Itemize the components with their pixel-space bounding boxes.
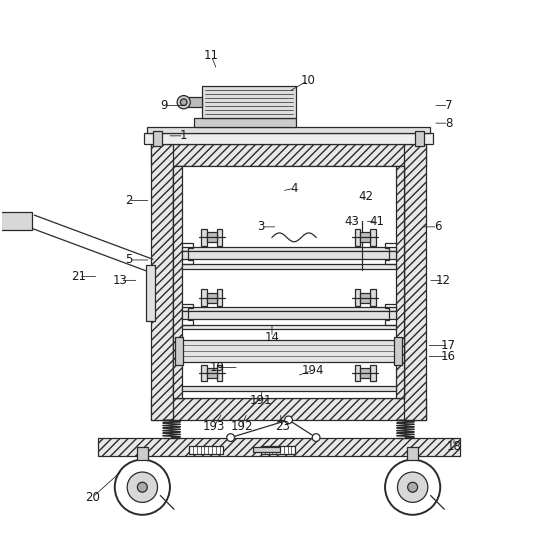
Circle shape <box>312 434 320 441</box>
Text: 19: 19 <box>209 361 224 374</box>
Circle shape <box>115 460 170 515</box>
Text: 42: 42 <box>359 190 374 203</box>
Bar <box>360 368 370 378</box>
Text: 5: 5 <box>125 253 132 267</box>
Text: 41: 41 <box>369 215 384 228</box>
Bar <box>98 437 460 456</box>
Text: 21: 21 <box>72 270 87 283</box>
Bar <box>194 118 296 127</box>
Bar <box>407 447 418 460</box>
Bar <box>153 131 162 147</box>
Bar <box>217 364 223 381</box>
Bar <box>207 368 217 378</box>
Text: 23: 23 <box>276 420 290 433</box>
Text: 6: 6 <box>433 220 441 233</box>
Text: 20: 20 <box>85 491 100 504</box>
Circle shape <box>285 416 292 424</box>
Circle shape <box>227 434 234 441</box>
Text: 194: 194 <box>302 364 325 377</box>
Bar <box>146 265 155 321</box>
Bar <box>355 229 360 246</box>
Text: 11: 11 <box>204 49 219 62</box>
Bar <box>137 447 148 460</box>
Bar <box>217 289 223 306</box>
Bar <box>253 447 280 452</box>
Circle shape <box>180 99 187 106</box>
Text: 13: 13 <box>113 274 128 287</box>
Bar <box>175 337 183 364</box>
Bar <box>188 97 202 107</box>
Text: 18: 18 <box>447 440 461 453</box>
Bar <box>0 212 32 231</box>
Circle shape <box>385 460 440 515</box>
Bar <box>144 133 433 144</box>
Text: 2: 2 <box>125 194 132 207</box>
Bar <box>181 386 396 391</box>
Bar <box>202 86 296 118</box>
Bar <box>147 127 430 133</box>
Bar <box>207 232 217 242</box>
Text: 9: 9 <box>160 99 168 112</box>
Circle shape <box>408 482 417 492</box>
Bar <box>396 166 405 398</box>
Circle shape <box>127 472 158 502</box>
Bar <box>150 144 426 166</box>
Bar <box>173 166 181 398</box>
Text: 43: 43 <box>345 215 360 228</box>
Bar <box>201 364 207 381</box>
Text: 8: 8 <box>445 117 452 129</box>
Text: 12: 12 <box>436 274 451 287</box>
Circle shape <box>138 482 147 492</box>
Text: 7: 7 <box>445 99 452 112</box>
Bar <box>173 166 405 398</box>
Text: 1: 1 <box>180 129 188 142</box>
Text: 10: 10 <box>300 74 315 87</box>
Bar <box>207 293 217 302</box>
Bar <box>405 144 426 420</box>
Bar <box>360 293 370 302</box>
Bar <box>415 131 424 147</box>
Bar <box>370 289 376 306</box>
Bar <box>360 232 370 242</box>
Text: 17: 17 <box>441 339 456 352</box>
Bar <box>201 289 207 306</box>
Bar <box>217 229 223 246</box>
Bar <box>150 144 173 420</box>
Text: 4: 4 <box>290 182 298 195</box>
Bar <box>181 325 396 329</box>
Bar <box>189 446 224 453</box>
Text: 14: 14 <box>265 331 280 343</box>
Circle shape <box>177 96 190 109</box>
Text: 192: 192 <box>230 420 253 433</box>
Text: 16: 16 <box>441 350 456 363</box>
Bar <box>261 446 295 453</box>
Text: 193: 193 <box>203 420 225 433</box>
Circle shape <box>397 472 428 502</box>
Bar <box>355 289 360 306</box>
Bar <box>181 340 396 362</box>
Bar <box>181 307 396 311</box>
Bar <box>181 251 396 259</box>
Bar <box>355 364 360 381</box>
Bar <box>150 398 426 420</box>
Text: 191: 191 <box>250 394 272 407</box>
Bar <box>370 229 376 246</box>
Text: 3: 3 <box>258 220 265 233</box>
Bar <box>395 337 402 364</box>
Bar <box>370 364 376 381</box>
Bar <box>181 247 396 251</box>
Bar <box>181 264 396 269</box>
Bar <box>181 311 396 319</box>
Bar <box>201 229 207 246</box>
